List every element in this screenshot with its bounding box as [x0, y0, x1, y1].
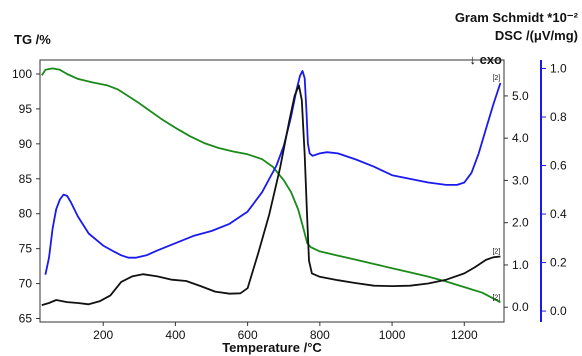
dsc-axis-label: DSC /(μV/mg)	[495, 28, 578, 43]
tg-tick-label: 100	[12, 67, 32, 81]
series-group: [2] [2] [2]	[41, 67, 502, 306]
tg-tick-label: 80	[19, 207, 33, 221]
gram-schmidt-curve	[41, 84, 501, 306]
gram-schmidt-tick-label: 4.0	[512, 131, 529, 145]
tg-tick-label: 65	[19, 312, 33, 326]
x-tick-label: 600	[238, 328, 258, 342]
dsc-tick-label: 0.8	[550, 110, 567, 124]
x-axis-label: Temperature /°C	[222, 340, 322, 355]
gram-schmidt-tick-label: 0.0	[512, 300, 529, 314]
gram-schmidt-curve-end-marker: [2]	[492, 249, 500, 256]
x-tick-label: 800	[310, 328, 330, 342]
tg-axis-label: TG /%	[14, 32, 51, 47]
x-tick-label: 200	[93, 328, 113, 342]
x-tick-label: 1200	[451, 328, 478, 342]
dsc-curve	[44, 70, 502, 275]
tg-curve-end-marker: [2]	[492, 294, 500, 301]
tg-curve	[41, 67, 501, 304]
dsc-tick-label: 0.0	[550, 304, 567, 318]
tg-tick-label: 90	[19, 137, 33, 151]
tg-tick-label: 85	[19, 172, 33, 186]
dsc-tick-label: 0.4	[550, 207, 567, 221]
axes-group: 200 400 600 800 1000 1200 65 70 75 80 85 90 95 100 0.0…	[12, 59, 567, 342]
dsc-tick-label: 0.6	[550, 159, 567, 173]
dsc-tick-label: 0.2	[550, 256, 567, 270]
x-tick-label: 1000	[379, 328, 406, 342]
gram-schmidt-tick-label: 3.0	[512, 173, 529, 187]
dsc-curve-end-marker: [2]	[492, 75, 500, 82]
tg-tick-label: 75	[19, 242, 33, 256]
gram-schmidt-axis-label: Gram Schmidt *10⁻²	[455, 10, 579, 25]
plot-frame	[39, 59, 505, 323]
gram-schmidt-tick-label: 1.0	[512, 258, 529, 272]
dsc-tick-label: 1.0	[550, 61, 567, 75]
gram-schmidt-tick-label: 2.0	[512, 216, 529, 230]
x-tick-label: 400	[165, 328, 185, 342]
tg-tick-label: 70	[19, 277, 33, 291]
tg-tick-label: 95	[19, 102, 33, 116]
gram-schmidt-tick-label: 5.0	[512, 89, 529, 103]
